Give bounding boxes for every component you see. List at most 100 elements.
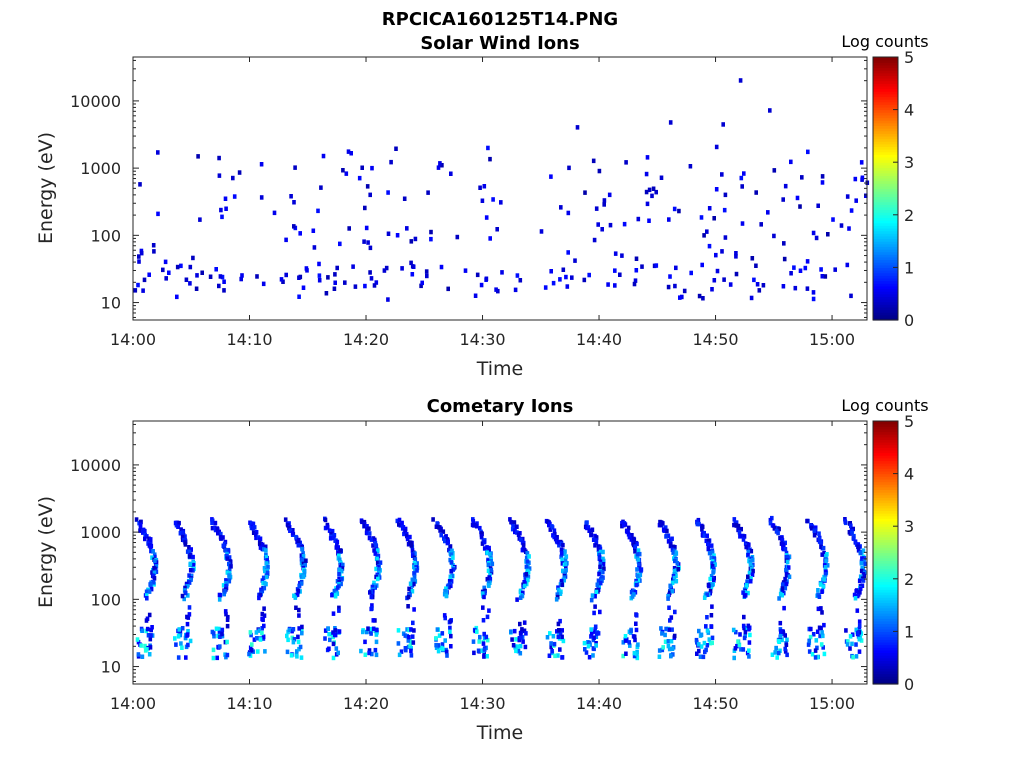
spectrogram-cell bbox=[152, 570, 157, 576]
spectrogram-cell bbox=[647, 218, 651, 223]
spectrogram-cell bbox=[472, 650, 476, 656]
spectrogram-cell bbox=[231, 175, 235, 181]
spectrogram-cell bbox=[707, 637, 712, 642]
spectrogram-cell bbox=[754, 190, 758, 195]
colorbar-tick-label: 0 bbox=[904, 311, 914, 330]
colorbar-swatch bbox=[873, 293, 898, 297]
colorbar-swatch bbox=[873, 505, 898, 509]
spectrogram-cell bbox=[854, 654, 859, 659]
colorbar-swatch bbox=[873, 478, 898, 483]
spectrogram-cell bbox=[786, 565, 791, 570]
colorbar-swatch bbox=[873, 64, 898, 69]
colorbar-swatch bbox=[873, 128, 898, 132]
panel-cometary-ions: Cometary Ions 14:00 14:10 14:20 14:30 14:40 1… bbox=[35, 396, 929, 744]
colorbar-swatch bbox=[873, 120, 898, 124]
spectrogram-cell bbox=[180, 645, 184, 650]
colorbar-swatch bbox=[873, 180, 898, 184]
spectrogram-cell bbox=[335, 539, 340, 545]
spectrogram-cell bbox=[777, 526, 781, 532]
colorbar-swatch bbox=[873, 162, 898, 166]
colorbar-tick-label: 5 bbox=[904, 48, 914, 67]
spectrogram-cell bbox=[672, 633, 677, 639]
spectrogram-cell bbox=[560, 655, 565, 660]
spectrogram-cell bbox=[703, 593, 708, 598]
spectrogram-cell bbox=[248, 645, 253, 650]
spectrogram-cell bbox=[215, 655, 219, 661]
spectrogram-cell bbox=[372, 283, 377, 288]
y-tick-label: 100 bbox=[90, 226, 121, 245]
colorbar-swatch bbox=[873, 468, 898, 472]
spectrogram-cell bbox=[486, 562, 491, 568]
colorbar-swatch bbox=[873, 227, 898, 232]
spectrogram-cell bbox=[634, 268, 639, 273]
colorbar-swatch bbox=[873, 151, 898, 155]
colorbar-swatch bbox=[873, 655, 898, 659]
spectrogram-cell bbox=[225, 554, 229, 559]
spectrogram-cell bbox=[621, 640, 626, 645]
spectrogram-cell bbox=[225, 570, 230, 575]
spectrogram-cell bbox=[833, 267, 837, 272]
colorbar-swatch bbox=[873, 243, 898, 247]
spectrogram-cell bbox=[720, 172, 724, 177]
spectrogram-cell bbox=[806, 149, 810, 155]
spectrogram-cell bbox=[399, 649, 404, 654]
spectrogram-cell bbox=[186, 629, 190, 634]
spectrogram-cell bbox=[363, 205, 367, 211]
spectrogram-cell bbox=[805, 259, 810, 264]
spectrogram-cell bbox=[488, 552, 492, 557]
colorbar-swatch bbox=[873, 91, 898, 95]
spectrogram-cell bbox=[512, 628, 517, 634]
x-tick-label: 14:10 bbox=[226, 330, 272, 349]
spectrogram-cell bbox=[723, 235, 728, 240]
colorbar-swatch bbox=[873, 117, 898, 121]
spectrogram-cell bbox=[138, 528, 142, 533]
spectrogram-cell bbox=[637, 566, 641, 571]
spectrogram-cell bbox=[344, 171, 349, 176]
spectrogram-cell bbox=[374, 280, 379, 285]
colorbar-swatch bbox=[873, 439, 898, 443]
spectrogram-cell bbox=[777, 596, 781, 601]
spectrogram-cell bbox=[194, 286, 199, 291]
y-tick-label: 1000 bbox=[80, 159, 121, 178]
spectrogram-cell bbox=[746, 549, 751, 555]
spectrogram-cell bbox=[371, 626, 376, 631]
spectrogram-cell bbox=[773, 650, 777, 655]
spectrogram-cell bbox=[413, 579, 418, 584]
spectrogram-cell bbox=[373, 551, 378, 556]
colorbar-swatch bbox=[873, 135, 898, 140]
spectrogram-cell bbox=[264, 548, 268, 553]
spectrogram-cell bbox=[550, 649, 554, 654]
spectrogram-cell bbox=[449, 644, 453, 649]
spectrogram-cell bbox=[227, 573, 231, 578]
spectrogram-cell bbox=[296, 634, 300, 640]
spectrogram-cell bbox=[440, 642, 445, 647]
spectrogram-cell bbox=[596, 547, 601, 553]
spectrogram-cell bbox=[409, 645, 413, 651]
spectrogram-cell bbox=[140, 628, 145, 633]
spectrogram-cell bbox=[479, 282, 484, 288]
spectrogram-cell bbox=[695, 521, 700, 527]
spectrogram-cell bbox=[734, 254, 738, 259]
spectrogram-cell bbox=[486, 145, 490, 151]
spectrogram-cell bbox=[420, 280, 424, 286]
spectrogram-cell bbox=[331, 641, 336, 647]
spectrogram-cell bbox=[141, 530, 145, 535]
spectrogram-cell bbox=[471, 639, 476, 644]
spectrogram-cell bbox=[449, 579, 454, 584]
spectrogram-cell bbox=[144, 593, 149, 598]
spectrogram-cell bbox=[740, 221, 745, 226]
spectrogram-cell bbox=[721, 122, 725, 127]
spectrogram-cell bbox=[598, 559, 603, 564]
spectrogram-cell bbox=[701, 654, 706, 660]
spectrogram-cell bbox=[593, 624, 598, 629]
spectrogram-cell bbox=[363, 639, 367, 645]
spectrogram-cell bbox=[597, 584, 601, 590]
spectrogram-cell bbox=[408, 534, 412, 540]
spectrogram-cell bbox=[323, 628, 328, 633]
spectrogram-cell bbox=[635, 655, 640, 661]
colorbar-swatch bbox=[873, 649, 898, 654]
spectrogram-cell bbox=[185, 621, 190, 627]
spectrogram-cell bbox=[811, 632, 816, 637]
x-tick-label: 15:00 bbox=[809, 330, 855, 349]
spectrogram-cell bbox=[598, 580, 603, 586]
